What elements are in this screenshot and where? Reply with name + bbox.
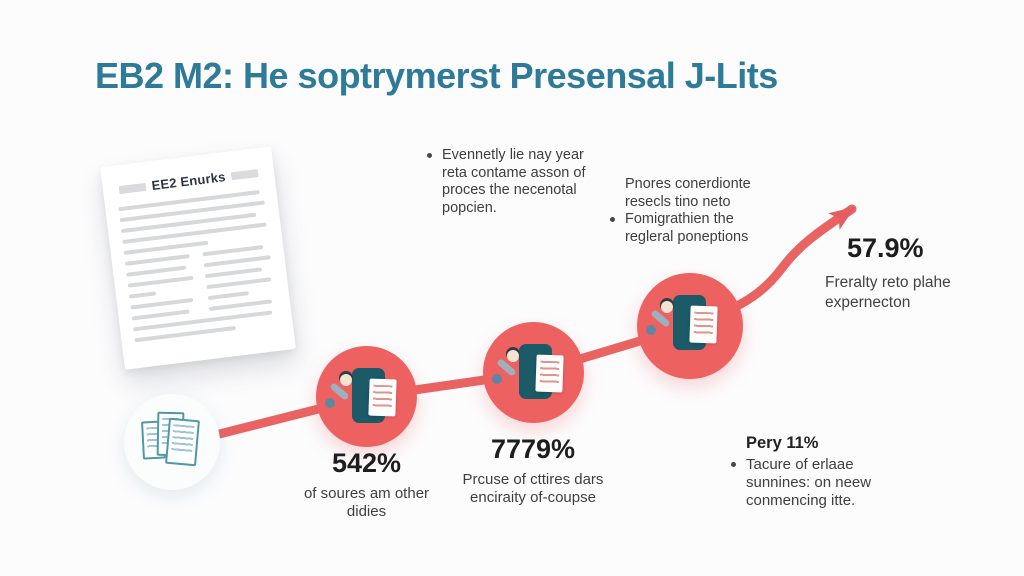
note-line: Freralty reto plahe [825,274,951,291]
document-icon [165,417,200,467]
document-icon [689,305,718,344]
note-line: regleral poneptions [625,228,749,245]
milestone-stat-3: Pery 11% Tacure of erlaae sunnines: on n… [731,434,931,510]
note-line: enciraity of-coupse [470,489,596,506]
bullet-icon [731,462,736,467]
tablet-person-icon [316,346,417,447]
tablet-person-icon [637,273,743,379]
annotation-note-2: Pnores conerdionte resecls tino neto Fom… [610,176,751,246]
milestone-value: 7779% [490,434,576,464]
note-line: conmencing itte. [746,492,856,509]
magnifier-icon [325,398,335,408]
note-line: expernecton [825,293,911,311]
timeline-node-start [124,394,220,490]
magnifier-icon [646,325,656,335]
note-line: resecls tino neto [625,193,731,210]
note-line: proces the necenotal [442,182,577,198]
annotation-note-1: Evennetly lie nay year reta contame asso… [427,147,585,217]
note-line: didies [346,503,387,520]
timeline-node-4 [637,273,743,379]
milestone-stat-1: 542% of soures am other didies [284,448,449,521]
note-line: Prcuse of cttires dars [462,471,604,488]
person-face-icon [661,301,673,313]
note-line: Tacure of erlaae [746,456,854,473]
milestone-desc: Prcuse of cttires dars enciraity of-coup… [438,471,628,507]
peak-stat-desc: Freralty reto plahe expernecton [825,273,951,312]
tablet-person-icon [483,322,584,423]
note-line: reta contame asson of [442,164,586,181]
milestone-heading: Pery 11% [746,434,819,452]
note-line: popcien. [442,199,497,216]
timeline-node-2 [316,346,417,447]
note-line: Evennetly lie nay year [442,147,584,163]
bullet-icon [427,153,432,158]
page-title: EB2 M2: He soptrymerst Presensal J-Lits [95,55,778,96]
person-face-icon [507,350,519,362]
timeline-node-3 [483,322,584,423]
peak-stat-value: 57.9% [847,233,924,263]
milestone-desc: of soures am other didies [284,485,449,521]
magnifier-icon [492,374,502,384]
document-icon [368,378,397,417]
note-line: of soures am other [303,485,430,502]
note-line: sunnines: on neew [746,474,872,491]
note-line: Pnores conerdionte [625,176,751,192]
bullet-icon [610,217,615,222]
peak-stat: 57.9% Freralty reto plahe expernecton [825,233,951,312]
person-face-icon [340,374,352,386]
document-icon [535,354,564,393]
milestone-stat-2: 7779% Prcuse of cttires dars enciraity o… [438,434,628,507]
milestone-value: 542% [331,448,402,478]
note-line: Fomigrathien the [625,211,734,227]
